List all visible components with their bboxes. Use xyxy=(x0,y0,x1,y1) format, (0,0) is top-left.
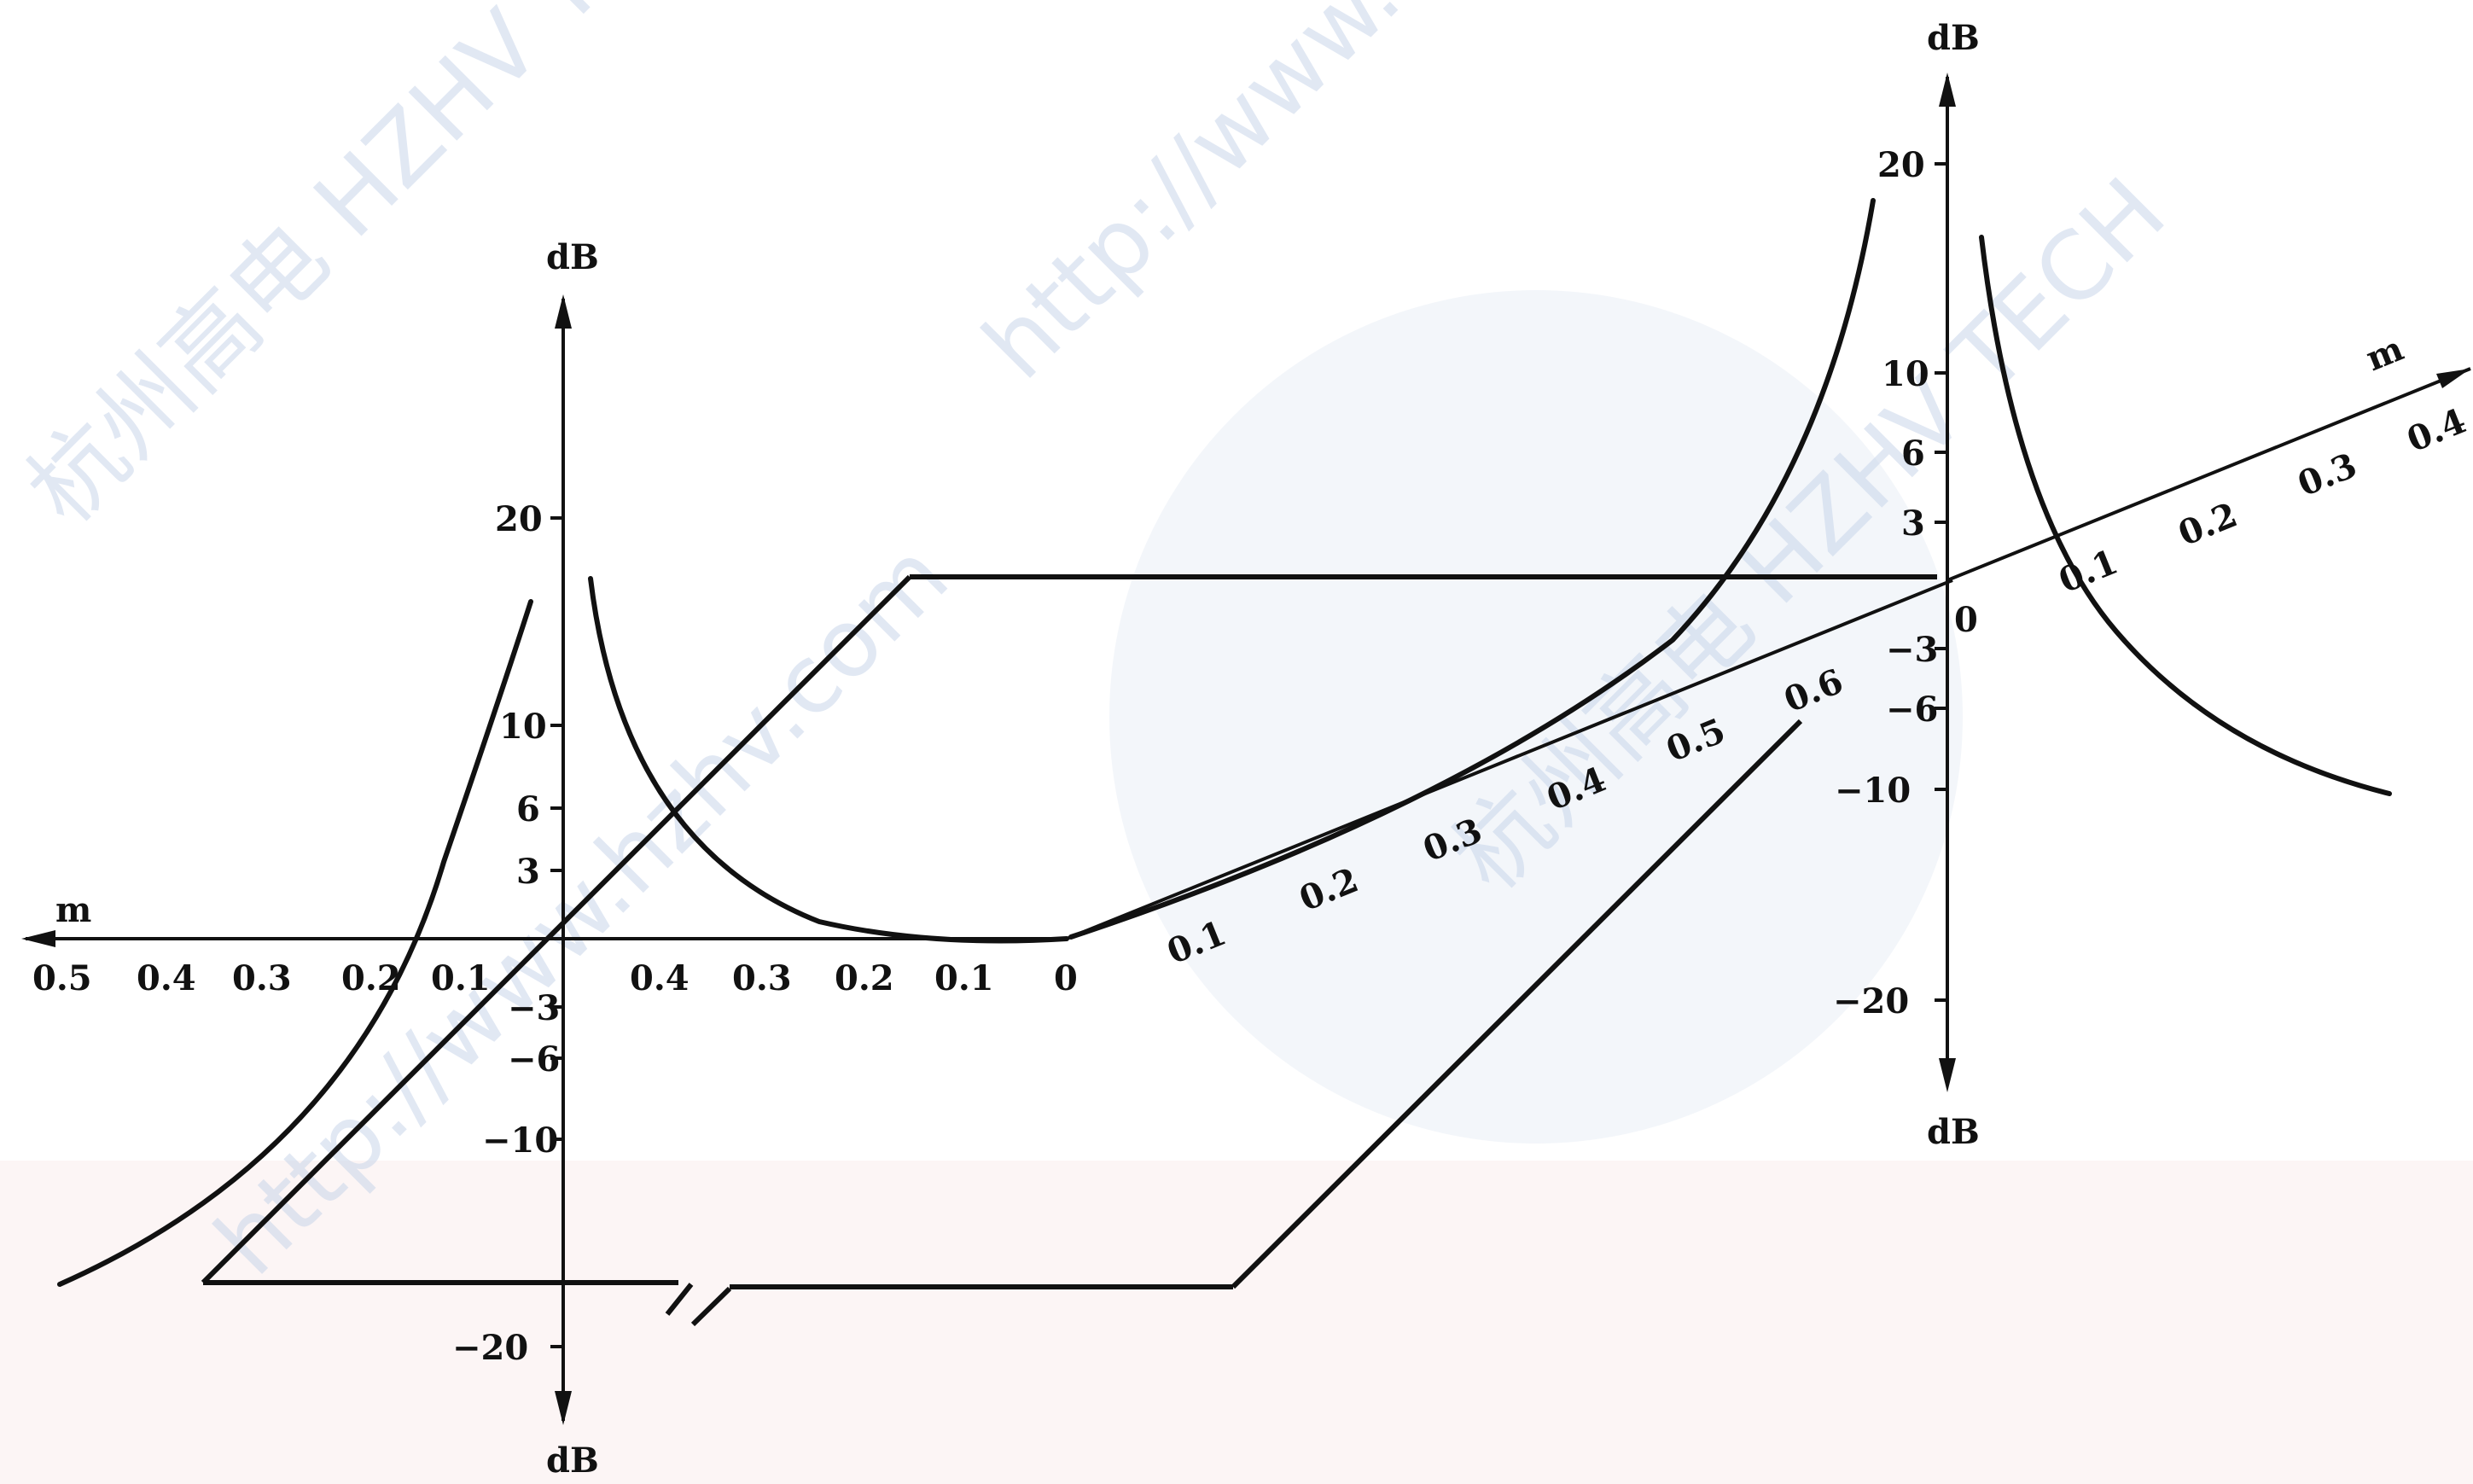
left-m-tick-label: 0.5 xyxy=(32,958,92,998)
right-origin-label: 0 xyxy=(1954,600,1978,640)
left-m-tick-label: 0.3 xyxy=(732,958,792,998)
left-y-tick-label: −6 xyxy=(508,1039,560,1080)
right-m-tick-label: 0.2 xyxy=(2173,495,2243,555)
left-m-tick-label: 0.3 xyxy=(232,958,292,998)
left-m-tick-label: 0.1 xyxy=(431,958,491,998)
left-db-label-bottom: dB xyxy=(546,1440,599,1481)
right-db-arrow-down-icon xyxy=(1939,1058,1956,1092)
right-m-label: m xyxy=(2360,329,2409,379)
left-y-tick-label: −20 xyxy=(452,1328,528,1368)
center-m-axis xyxy=(1066,579,1953,940)
frame-left-diagonal xyxy=(201,574,912,1285)
perspective-frame xyxy=(201,574,1937,1327)
left-m-arrow-icon xyxy=(21,930,55,947)
left-curve-rising xyxy=(57,599,533,1287)
right-m-tick-label: 0.4 xyxy=(2401,401,2471,461)
right-y-tick-label: 6 xyxy=(1901,434,1925,474)
right-y-tick-label: −20 xyxy=(1833,981,1909,1021)
watermark-shape-red xyxy=(0,1161,2473,1484)
watermark-shape-blue xyxy=(1109,290,1963,1144)
left-y-ticks: 20 10 6 3 −3 −6 −10 −20 xyxy=(452,499,563,1368)
right-y-tick-label: −10 xyxy=(1835,771,1911,811)
left-m-label: m xyxy=(55,890,91,930)
right-curve-falling xyxy=(1979,235,2392,796)
left-m-tick-label: 0.1 xyxy=(934,958,994,998)
left-m-tick-label: 0.2 xyxy=(835,958,894,998)
left-db-arrow-up-icon xyxy=(555,294,572,329)
right-y-ticks: 20 10 6 3 −3 −6 −10 −20 xyxy=(1833,145,1947,1021)
right-y-tick-label: −6 xyxy=(1886,690,1938,730)
right-db-label-top: dB xyxy=(1927,18,1980,58)
right-m-arrow-icon xyxy=(2436,369,2470,388)
right-db-label-bottom: dB xyxy=(1927,1112,1980,1152)
left-m-tick-label: 0.4 xyxy=(630,958,690,998)
left-y-tick-label: −10 xyxy=(482,1120,558,1161)
right-db-arrow-up-icon xyxy=(1939,73,1956,107)
right-y-tick-label: −3 xyxy=(1886,630,1938,670)
frame-break-mark-2 xyxy=(690,1286,732,1327)
left-m-tick-label: 0.4 xyxy=(137,958,196,998)
right-m-ticks: 0.1 0.2 0.3 0.4 xyxy=(2053,401,2471,602)
center-curve-rising xyxy=(1068,198,1876,940)
right-m-tick-label: 0.3 xyxy=(2292,445,2362,505)
left-db-label-top: dB xyxy=(546,237,599,277)
right-m-axis xyxy=(1946,367,2471,582)
left-y-tick-label: −3 xyxy=(508,988,560,1028)
left-y-tick-label: 20 xyxy=(495,499,543,539)
left-panel: dB dB m 20 10 6 3 −3 −6 −10 −20 0.5 xyxy=(21,237,1078,1481)
frame-break-mark-1 xyxy=(665,1283,694,1316)
left-m-tick-label: 0 xyxy=(1054,958,1078,998)
right-y-tick-label: 20 xyxy=(1877,145,1925,185)
watermark-text-1: 杭州高电 HZHV TECH xyxy=(7,0,761,544)
right-y-tick-label: 3 xyxy=(1901,503,1925,544)
left-y-tick-label: 10 xyxy=(499,707,547,747)
right-y-tick-label: 10 xyxy=(1882,354,1929,394)
frame-right-diagonal xyxy=(1231,719,1803,1289)
left-m-ticks-left: 0.5 0.4 0.3 0.2 0.1 xyxy=(32,958,491,998)
left-y-tick-label: 6 xyxy=(516,789,540,829)
left-db-arrow-down-icon xyxy=(555,1391,572,1425)
left-y-tick-label: 3 xyxy=(516,852,540,892)
left-m-ticks-right: 0.4 0.3 0.2 0.1 0 xyxy=(630,958,1078,998)
left-curve-falling xyxy=(588,576,1069,944)
